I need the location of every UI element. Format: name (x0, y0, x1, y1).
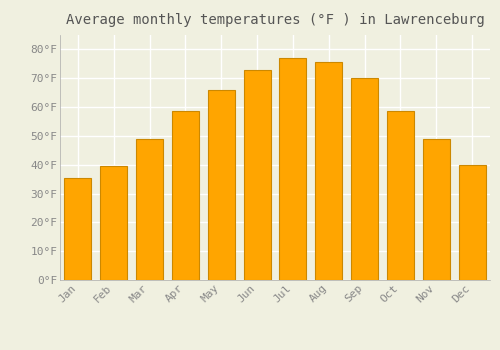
Bar (208, 90, 234, 280)
Bar (172, 111, 199, 280)
Bar (280, 58, 306, 280)
Bar (64, 178, 92, 280)
Title: Average monthly temperatures (°F ) in Lawrenceburg: Average monthly temperatures (°F ) in La… (66, 13, 484, 27)
Bar (244, 70, 270, 280)
Bar (136, 139, 163, 280)
Bar (100, 166, 127, 280)
Bar (351, 78, 378, 280)
Bar (316, 62, 342, 280)
Bar (387, 111, 414, 280)
Bar (458, 165, 485, 280)
Bar (423, 139, 450, 280)
